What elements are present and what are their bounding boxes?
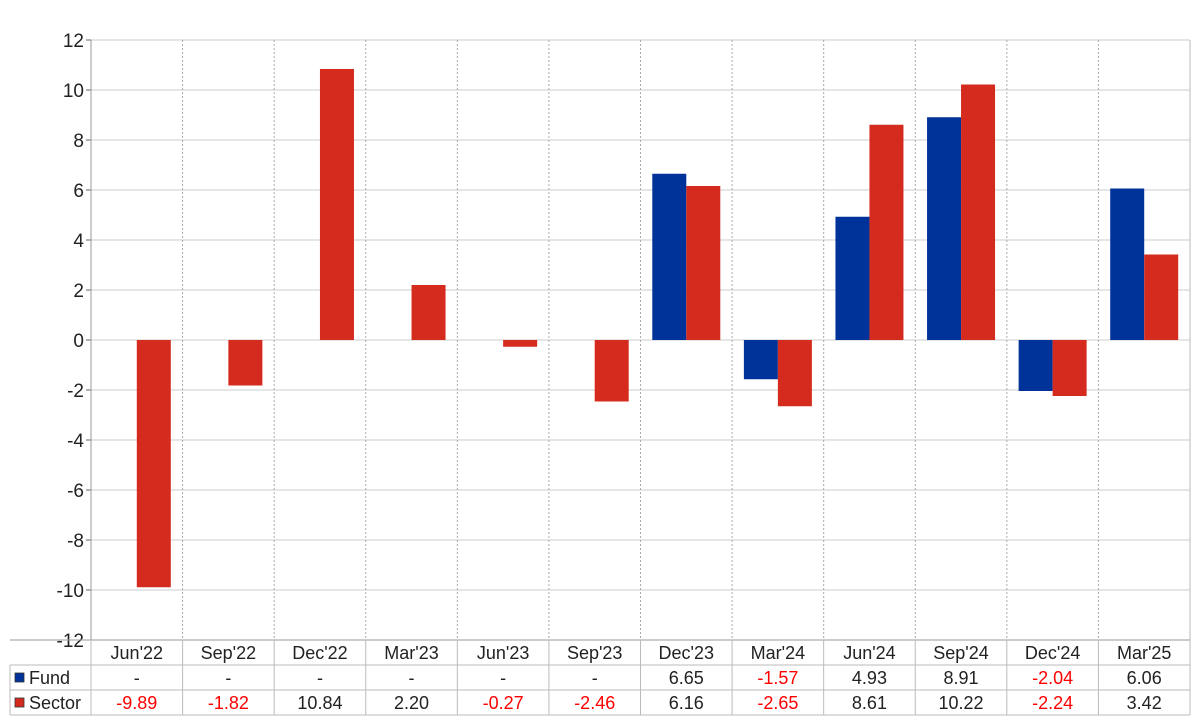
y-tick-label: 12 [63,31,84,52]
legend-swatch-fund [14,672,25,683]
data-label-sector: 3.42 [1127,693,1162,713]
bar-sector-9 [961,84,996,340]
data-label-fund: 6.65 [669,668,704,688]
y-tick-label: -6 [67,481,84,502]
y-tick-label: 6 [73,181,84,202]
bar-sector-3 [411,285,446,340]
bars [136,69,1179,588]
y-tick-label: -10 [57,581,84,602]
y-tick-label: 0 [73,331,84,352]
x-tick-label: Jun'23 [477,643,529,663]
y-tick-label: 10 [63,81,84,102]
bar-fund-6 [652,173,687,340]
data-label-sector: 10.22 [939,693,984,713]
y-tick-label: 8 [73,131,84,152]
data-label-sector: -2.24 [1032,693,1073,713]
x-tick-label: Sep'24 [933,643,989,663]
data-label-sector: 8.61 [852,693,887,713]
data-label-fund: - [134,668,140,688]
data-label-fund: - [225,668,231,688]
legend-swatch-sector [14,697,25,708]
x-tick-label: Mar'25 [1117,643,1171,663]
data-label-fund: - [592,668,598,688]
y-tick-label: 2 [73,281,84,302]
bar-sector-2 [319,69,354,340]
data-label-fund: 4.93 [852,668,887,688]
bar-fund-8 [835,216,870,340]
y-tick-label: -2 [67,381,84,402]
bar-sector-10 [1052,340,1087,396]
data-label-fund: 6.06 [1127,668,1162,688]
x-tick-label: Dec'22 [292,643,347,663]
data-label-sector: -2.46 [574,693,615,713]
data-table: Jun'22 Sep'22 Dec'22 Mar'23 Jun'23 Sep'23 Dec'… [9,639,1191,716]
x-tick-label: Dec'24 [1025,643,1080,663]
y-tick-label: 4 [73,231,84,252]
x-tick-label: Mar'24 [751,643,805,663]
data-label-fund: -1.57 [757,668,798,688]
bar-sector-0 [136,340,171,588]
bar-sector-4 [503,340,538,347]
bar-sector-11 [1144,254,1179,340]
bar-fund-9 [927,117,962,340]
data-label-sector: -0.27 [483,693,524,713]
legend-label-sector: Sector [29,693,81,713]
data-label-sector: -9.89 [116,693,157,713]
x-tick-label: Sep'22 [201,643,257,663]
data-label-sector: 2.20 [394,693,429,713]
data-label-fund: - [317,668,323,688]
legend-label-fund: Fund [29,668,70,688]
data-label-sector: -1.82 [208,693,249,713]
data-label-sector: -2.65 [757,693,798,713]
bar-sector-6 [686,186,721,340]
y-tick-label: -4 [67,431,84,452]
y-tick-label: -12 [57,631,84,652]
data-label-fund: -2.04 [1032,668,1073,688]
data-label-fund: - [500,668,506,688]
data-label-sector: 10.84 [297,693,342,713]
bar-fund-7 [743,340,778,380]
bar-sector-5 [594,340,629,402]
bar-sector-1 [228,340,263,386]
data-label-sector: 6.16 [669,693,704,713]
bar-fund-11 [1110,188,1145,340]
bar-sector-8 [869,124,904,340]
x-tick-label: Jun'24 [843,643,895,663]
axes: -12 -10 -8 -6 -4 -2 0 2 4 6 8 10 12 [57,31,1191,715]
x-tick-label: Dec'23 [659,643,714,663]
bar-fund-10 [1018,340,1053,391]
bar-sector-7 [777,340,812,407]
grid-lines [91,39,1190,641]
x-tick-label: Mar'23 [384,643,438,663]
y-tick-label: -8 [67,531,84,552]
data-label-fund: 8.91 [944,668,979,688]
x-tick-label: Jun'22 [111,643,163,663]
data-label-fund: - [409,668,415,688]
x-tick-label: Sep'23 [567,643,623,663]
